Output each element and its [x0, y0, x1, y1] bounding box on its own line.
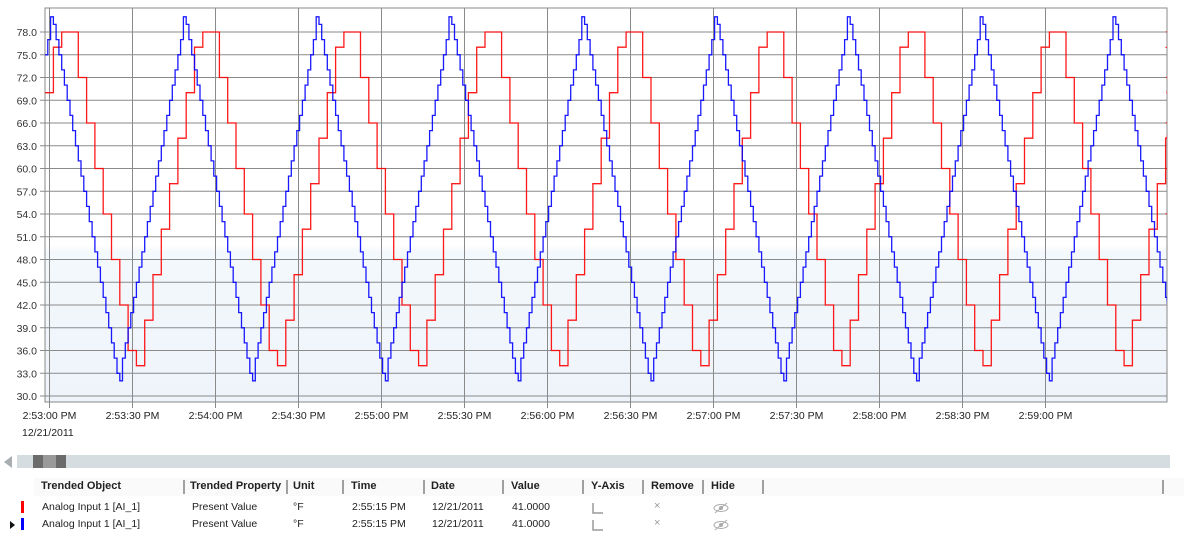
y-tick-label: 36.0 — [17, 346, 38, 358]
table-row[interactable]: Analog Input 1 [AI_1] Present Value °F 2… — [0, 516, 1186, 533]
close-icon[interactable]: × — [654, 500, 661, 512]
time-scrollbar[interactable] — [0, 454, 1186, 470]
header-value[interactable]: Value — [511, 480, 540, 492]
trend-chart[interactable]: 30.0 33.0 36.0 39.0 42.0 45.0 48.0 51.0 54.0 57.0… — [0, 0, 1186, 445]
plot-area — [44, 7, 1168, 403]
series-color-marker — [21, 501, 24, 513]
value: 41.0000 — [512, 518, 550, 530]
y-tick-label: 39.0 — [17, 323, 38, 335]
scroll-thumb[interactable] — [33, 455, 66, 468]
y-tick-label: 78.0 — [17, 27, 38, 39]
x-tick-label: 2:55:30 PM — [438, 410, 492, 422]
header-y-axis[interactable]: Y-Axis — [591, 480, 625, 492]
y-tick-label: 42.0 — [17, 300, 38, 312]
unit: °F — [293, 501, 304, 513]
x-tick-label: 2:55:00 PM — [355, 410, 409, 422]
y-tick-label: 48.0 — [17, 255, 38, 267]
x-tick-label: 2:54:00 PM — [189, 410, 243, 422]
header-date[interactable]: Date — [431, 480, 455, 492]
x-tick-label: 2:57:30 PM — [770, 410, 824, 422]
y-axis-icon[interactable] — [590, 502, 604, 515]
y-tick-label: 33.0 — [17, 368, 38, 380]
header-unit[interactable]: Unit — [293, 480, 315, 492]
x-tick-label: 2:54:30 PM — [272, 410, 326, 422]
trended-property: Present Value — [192, 518, 258, 530]
y-tick-label: 75.0 — [17, 50, 38, 62]
series-line-blue — [45, 16, 1167, 382]
scroll-left-arrow-icon[interactable] — [4, 456, 12, 468]
column-separator[interactable] — [183, 480, 185, 494]
close-icon[interactable]: × — [654, 517, 661, 529]
eye-slash-icon[interactable] — [712, 502, 730, 514]
y-tick-label: 54.0 — [17, 209, 38, 221]
column-separator[interactable] — [502, 480, 504, 494]
scroll-track[interactable] — [17, 455, 1170, 468]
y-axis: 30.0 33.0 36.0 39.0 42.0 45.0 48.0 51.0 54.0 57.0… — [17, 27, 38, 403]
x-tick-label: 2:57:00 PM — [687, 410, 741, 422]
y-tick-label: 69.0 — [17, 95, 38, 107]
time: 2:55:15 PM — [352, 518, 406, 530]
column-separator[interactable] — [702, 480, 704, 494]
y-tick-label: 63.0 — [17, 141, 38, 153]
x-axis: 2:53:00 PM 2:53:30 PM 2:54:00 PM 2:54:30 PM… — [22, 410, 1072, 439]
header-trended-object[interactable]: Trended Object — [41, 480, 122, 492]
y-tick-label: 57.0 — [17, 186, 38, 198]
column-separator[interactable] — [1162, 480, 1164, 494]
x-tick-label: 2:58:00 PM — [853, 410, 907, 422]
header-remove[interactable]: Remove — [651, 480, 694, 492]
date: 12/21/2011 — [432, 518, 484, 530]
y-axis-icon[interactable] — [590, 519, 604, 532]
time: 2:55:15 PM — [352, 501, 406, 513]
table-header — [34, 478, 1184, 496]
x-date-label: 12/21/2011 — [22, 427, 74, 439]
y-tick-label: 45.0 — [17, 277, 38, 289]
y-tick-label: 72.0 — [17, 73, 38, 85]
x-tick-label: 2:58:30 PM — [936, 410, 990, 422]
column-separator[interactable] — [342, 480, 344, 494]
x-tick-label: 2:56:00 PM — [521, 410, 575, 422]
x-tick-label: 2:56:30 PM — [604, 410, 658, 422]
table-row[interactable]: Analog Input 1 [AI_1] Present Value °F 2… — [0, 499, 1186, 516]
header-hide[interactable]: Hide — [711, 480, 735, 492]
trended-object: Analog Input 1 [AI_1] — [42, 501, 141, 513]
series-line-red — [45, 31, 1167, 367]
trended-object: Analog Input 1 [AI_1] — [42, 518, 141, 530]
column-separator[interactable] — [582, 480, 584, 494]
column-separator[interactable] — [286, 480, 288, 494]
column-separator[interactable] — [423, 480, 425, 494]
column-separator[interactable] — [762, 480, 764, 494]
unit: °F — [293, 518, 304, 530]
y-tick-label: 60.0 — [17, 164, 38, 176]
trended-property: Present Value — [192, 501, 258, 513]
series-color-marker — [21, 518, 24, 530]
eye-slash-icon[interactable] — [712, 519, 730, 531]
selected-row-pointer-icon — [10, 521, 15, 529]
x-tick-label: 2:53:30 PM — [106, 410, 160, 422]
series-lines — [45, 16, 1167, 382]
x-tick-label: 2:53:00 PM — [23, 410, 77, 422]
date: 12/21/2011 — [432, 501, 484, 513]
y-tick-label: 51.0 — [17, 232, 38, 244]
header-time[interactable]: Time — [351, 480, 377, 492]
y-tick-label: 66.0 — [17, 118, 38, 130]
y-tick-label: 30.0 — [17, 391, 38, 403]
column-separator[interactable] — [642, 480, 644, 494]
header-trended-property[interactable]: Trended Property — [190, 480, 282, 492]
value: 41.0000 — [512, 501, 550, 513]
x-tick-label: 2:59:00 PM — [1019, 410, 1073, 422]
